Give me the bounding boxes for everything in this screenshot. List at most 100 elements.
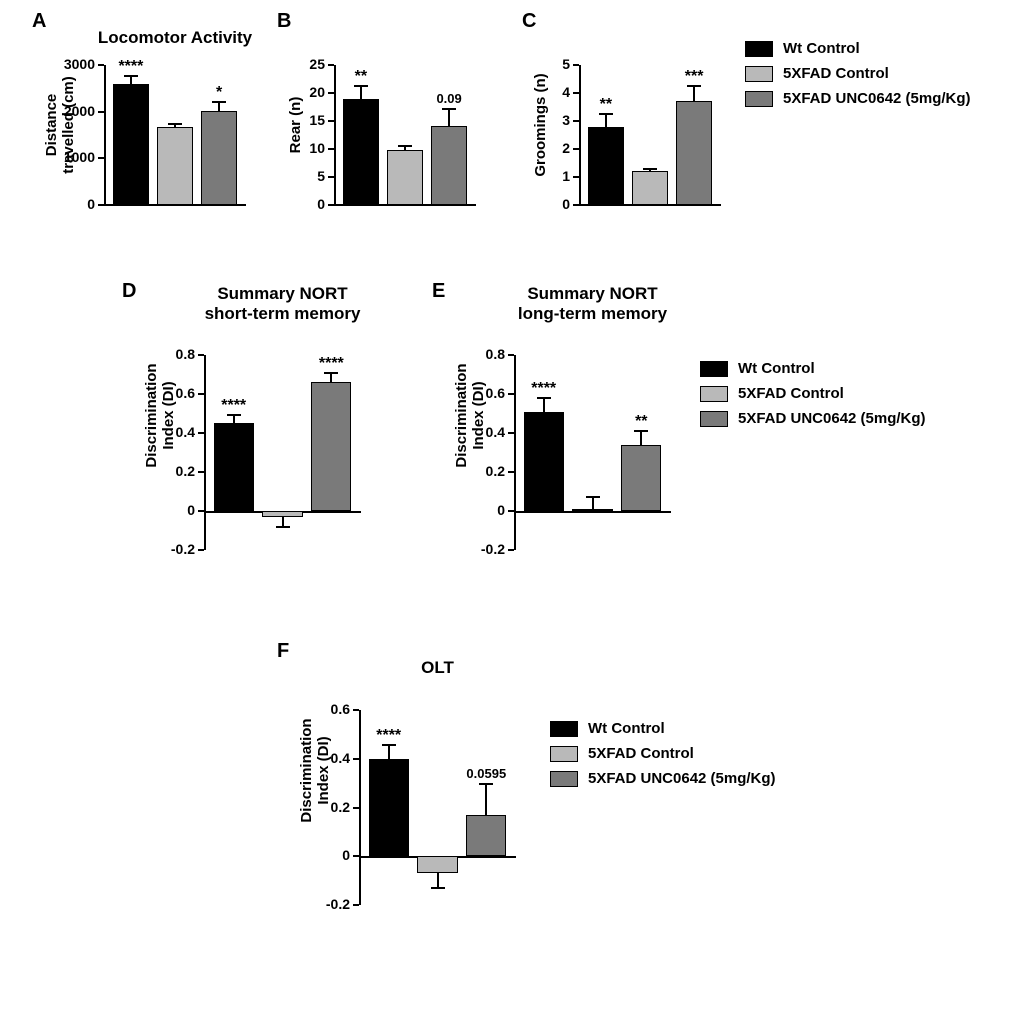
legend-label-1: 5XFAD Control — [588, 745, 694, 762]
bar-E-2 — [621, 445, 661, 511]
ytick-E — [508, 354, 514, 356]
figure-root: ALocomotor Activity0100020003000*****Dis… — [0, 0, 1020, 1025]
y-axis-D — [204, 355, 206, 550]
legend-label-1: 5XFAD Control — [783, 65, 889, 82]
ytick-C — [573, 204, 579, 206]
ytick-B — [328, 120, 334, 122]
sig-B-2: 0.09 — [419, 91, 479, 106]
legend-row-0: Wt Control — [700, 360, 926, 377]
ylabel-C: Groomings (n) — [532, 55, 549, 195]
legend-row-0: Wt Control — [550, 720, 776, 737]
bar-C-1 — [632, 171, 668, 205]
bar-F-1 — [417, 856, 457, 873]
legend-swatch-2 — [550, 771, 578, 787]
legend-swatch-2 — [745, 91, 773, 107]
errcap-E-1 — [586, 496, 600, 498]
bar-F-2 — [466, 815, 506, 856]
legend-row-2: 5XFAD UNC0642 (5mg/Kg) — [550, 770, 776, 787]
errcap-A-1 — [168, 123, 182, 125]
bar-B-0 — [343, 99, 379, 205]
bar-E-1 — [572, 509, 612, 511]
ylabel-E: DiscriminationIndex (DI) — [453, 318, 487, 513]
errbar-E-2 — [640, 431, 642, 445]
ytick-label-F: -0.2 — [300, 896, 350, 912]
errbar-D-0 — [233, 415, 235, 423]
sig-D-0: **** — [204, 397, 264, 415]
errbar-C-2 — [693, 86, 695, 101]
legend-label-2: 5XFAD UNC0642 (5mg/Kg) — [783, 90, 971, 107]
errcap-D-1 — [276, 526, 290, 528]
x-axis-E — [514, 511, 671, 513]
ytick-B — [328, 204, 334, 206]
ylabel-F: DiscriminationIndex (DI) — [298, 673, 332, 868]
ytick-C — [573, 92, 579, 94]
legend-swatch-2 — [700, 411, 728, 427]
plot-area-B: 0510152025**0.09 — [335, 65, 475, 205]
legend-label-0: Wt Control — [783, 40, 860, 57]
y-axis-A — [104, 65, 106, 205]
legend-row-1: 5XFAD Control — [700, 385, 926, 402]
errcap-F-1 — [431, 887, 445, 889]
panel-letter-C: C — [522, 10, 536, 33]
ytick-label-D: -0.2 — [145, 541, 195, 557]
errcap-B-1 — [398, 145, 412, 147]
legend-row-1: 5XFAD Control — [550, 745, 776, 762]
ytick-label-A: 0 — [45, 196, 95, 212]
panel-letter-D: D — [122, 280, 136, 303]
panel-letter-E: E — [432, 280, 445, 303]
plot-area-F: -0.200.20.40.6****0.0595 — [360, 710, 515, 905]
panel-title-D: Summary NORTshort-term memory — [153, 284, 413, 323]
errbar-B-2 — [448, 109, 450, 126]
errbar-F-0 — [388, 745, 390, 758]
legend-label-1: 5XFAD Control — [738, 385, 844, 402]
ytick-C — [573, 64, 579, 66]
panel-letter-F: F — [277, 640, 289, 663]
legend-row-0: Wt Control — [745, 40, 971, 57]
ytick-D — [198, 354, 204, 356]
legend-label-0: Wt Control — [588, 720, 665, 737]
ytick-F — [353, 807, 359, 809]
legend-swatch-0 — [700, 361, 728, 377]
sig-C-0: ** — [576, 96, 636, 114]
panel-B: B 0510152025**0.09 Rear (n) — [275, 10, 495, 220]
ytick-E — [508, 432, 514, 434]
ytick-F — [353, 758, 359, 760]
ytick-F — [353, 855, 359, 857]
plot-area-D: -0.200.20.40.60.8******** — [205, 355, 360, 550]
errcap-B-2 — [442, 108, 456, 110]
ylabel-B: Rear (n) — [287, 55, 304, 195]
errbar-E-0 — [543, 398, 545, 412]
sig-D-2: **** — [301, 355, 361, 373]
errbar-A-2 — [218, 102, 220, 110]
legend-label-0: Wt Control — [738, 360, 815, 377]
plot-area-E: -0.200.20.40.60.8****** — [515, 355, 670, 550]
legend-row-2: 5XFAD UNC0642 (5mg/Kg) — [745, 90, 971, 107]
errbar-F-1 — [437, 873, 439, 888]
errbar-F-2 — [485, 784, 487, 814]
ytick-D — [198, 510, 204, 512]
y-axis-C — [579, 65, 581, 205]
panel-title-E: Summary NORTlong-term memory — [463, 284, 723, 323]
errbar-C-0 — [605, 114, 607, 127]
bar-B-2 — [431, 126, 467, 205]
sig-F-0: **** — [359, 727, 419, 745]
legend-swatch-1 — [550, 746, 578, 762]
ytick-E — [508, 471, 514, 473]
sig-A-2: * — [189, 84, 249, 102]
errbar-E-1 — [592, 497, 594, 509]
bar-A-1 — [157, 127, 193, 205]
bar-D-2 — [311, 382, 351, 511]
panel-letter-B: B — [277, 10, 291, 33]
ytick-E — [508, 549, 514, 551]
legend-swatch-0 — [550, 721, 578, 737]
bar-C-2 — [676, 101, 712, 205]
panel-letter-A: A — [32, 10, 46, 33]
ytick-label-E: -0.2 — [455, 541, 505, 557]
ytick-D — [198, 549, 204, 551]
ytick-A — [98, 111, 104, 113]
ytick-F — [353, 904, 359, 906]
ytick-B — [328, 92, 334, 94]
plot-area-C: 012345***** — [580, 65, 720, 205]
panel-E: ESummary NORTlong-term memory-0.200.20.4… — [430, 280, 690, 580]
bar-A-0 — [113, 84, 149, 205]
